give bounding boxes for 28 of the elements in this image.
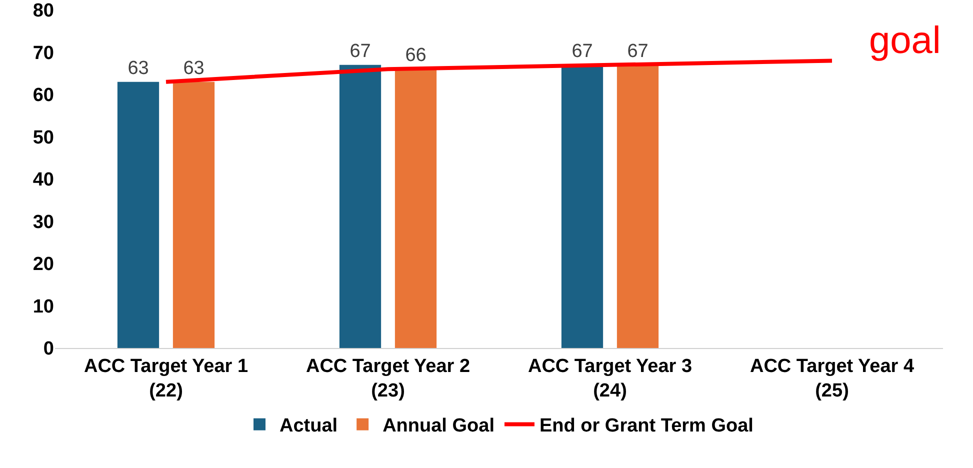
y-tick-label: 60	[32, 85, 54, 106]
y-tick-label: 20	[32, 254, 54, 276]
y-tick-label: 50	[32, 127, 54, 148]
bar	[394, 69, 437, 348]
bar	[117, 82, 160, 348]
x-tick-label: ACC Target Year 4 (25)	[750, 356, 914, 402]
annotation: goal	[869, 20, 941, 62]
y-tick-label: 80	[32, 0, 54, 22]
x-tick-label: ACC Target Year 2 (23)	[306, 356, 470, 402]
x-tick-label: ACC Target Year 1 (22)	[84, 356, 248, 402]
x-tick-label: ACC Target Year 3 (24)	[528, 356, 692, 402]
legend-label: End or Grant Term Goal	[539, 416, 754, 437]
legend-label: Annual Goal	[382, 416, 494, 437]
y-tick-label: 0	[43, 338, 54, 360]
bar	[616, 64, 659, 348]
legend-label: Actual	[280, 416, 338, 437]
data-label: 67	[627, 40, 648, 62]
y-tick-label: 10	[32, 296, 54, 318]
data-label: 67	[350, 40, 371, 62]
data-label: 63	[128, 58, 149, 79]
y-tick-label: 70	[32, 42, 54, 64]
y-tick-label: 40	[32, 170, 54, 191]
bar	[172, 82, 215, 348]
data-label: 66	[405, 45, 426, 66]
data-label: 63	[183, 58, 204, 79]
bar	[339, 64, 382, 348]
y-tick-label: 30	[32, 212, 54, 233]
data-label: 67	[572, 40, 593, 62]
